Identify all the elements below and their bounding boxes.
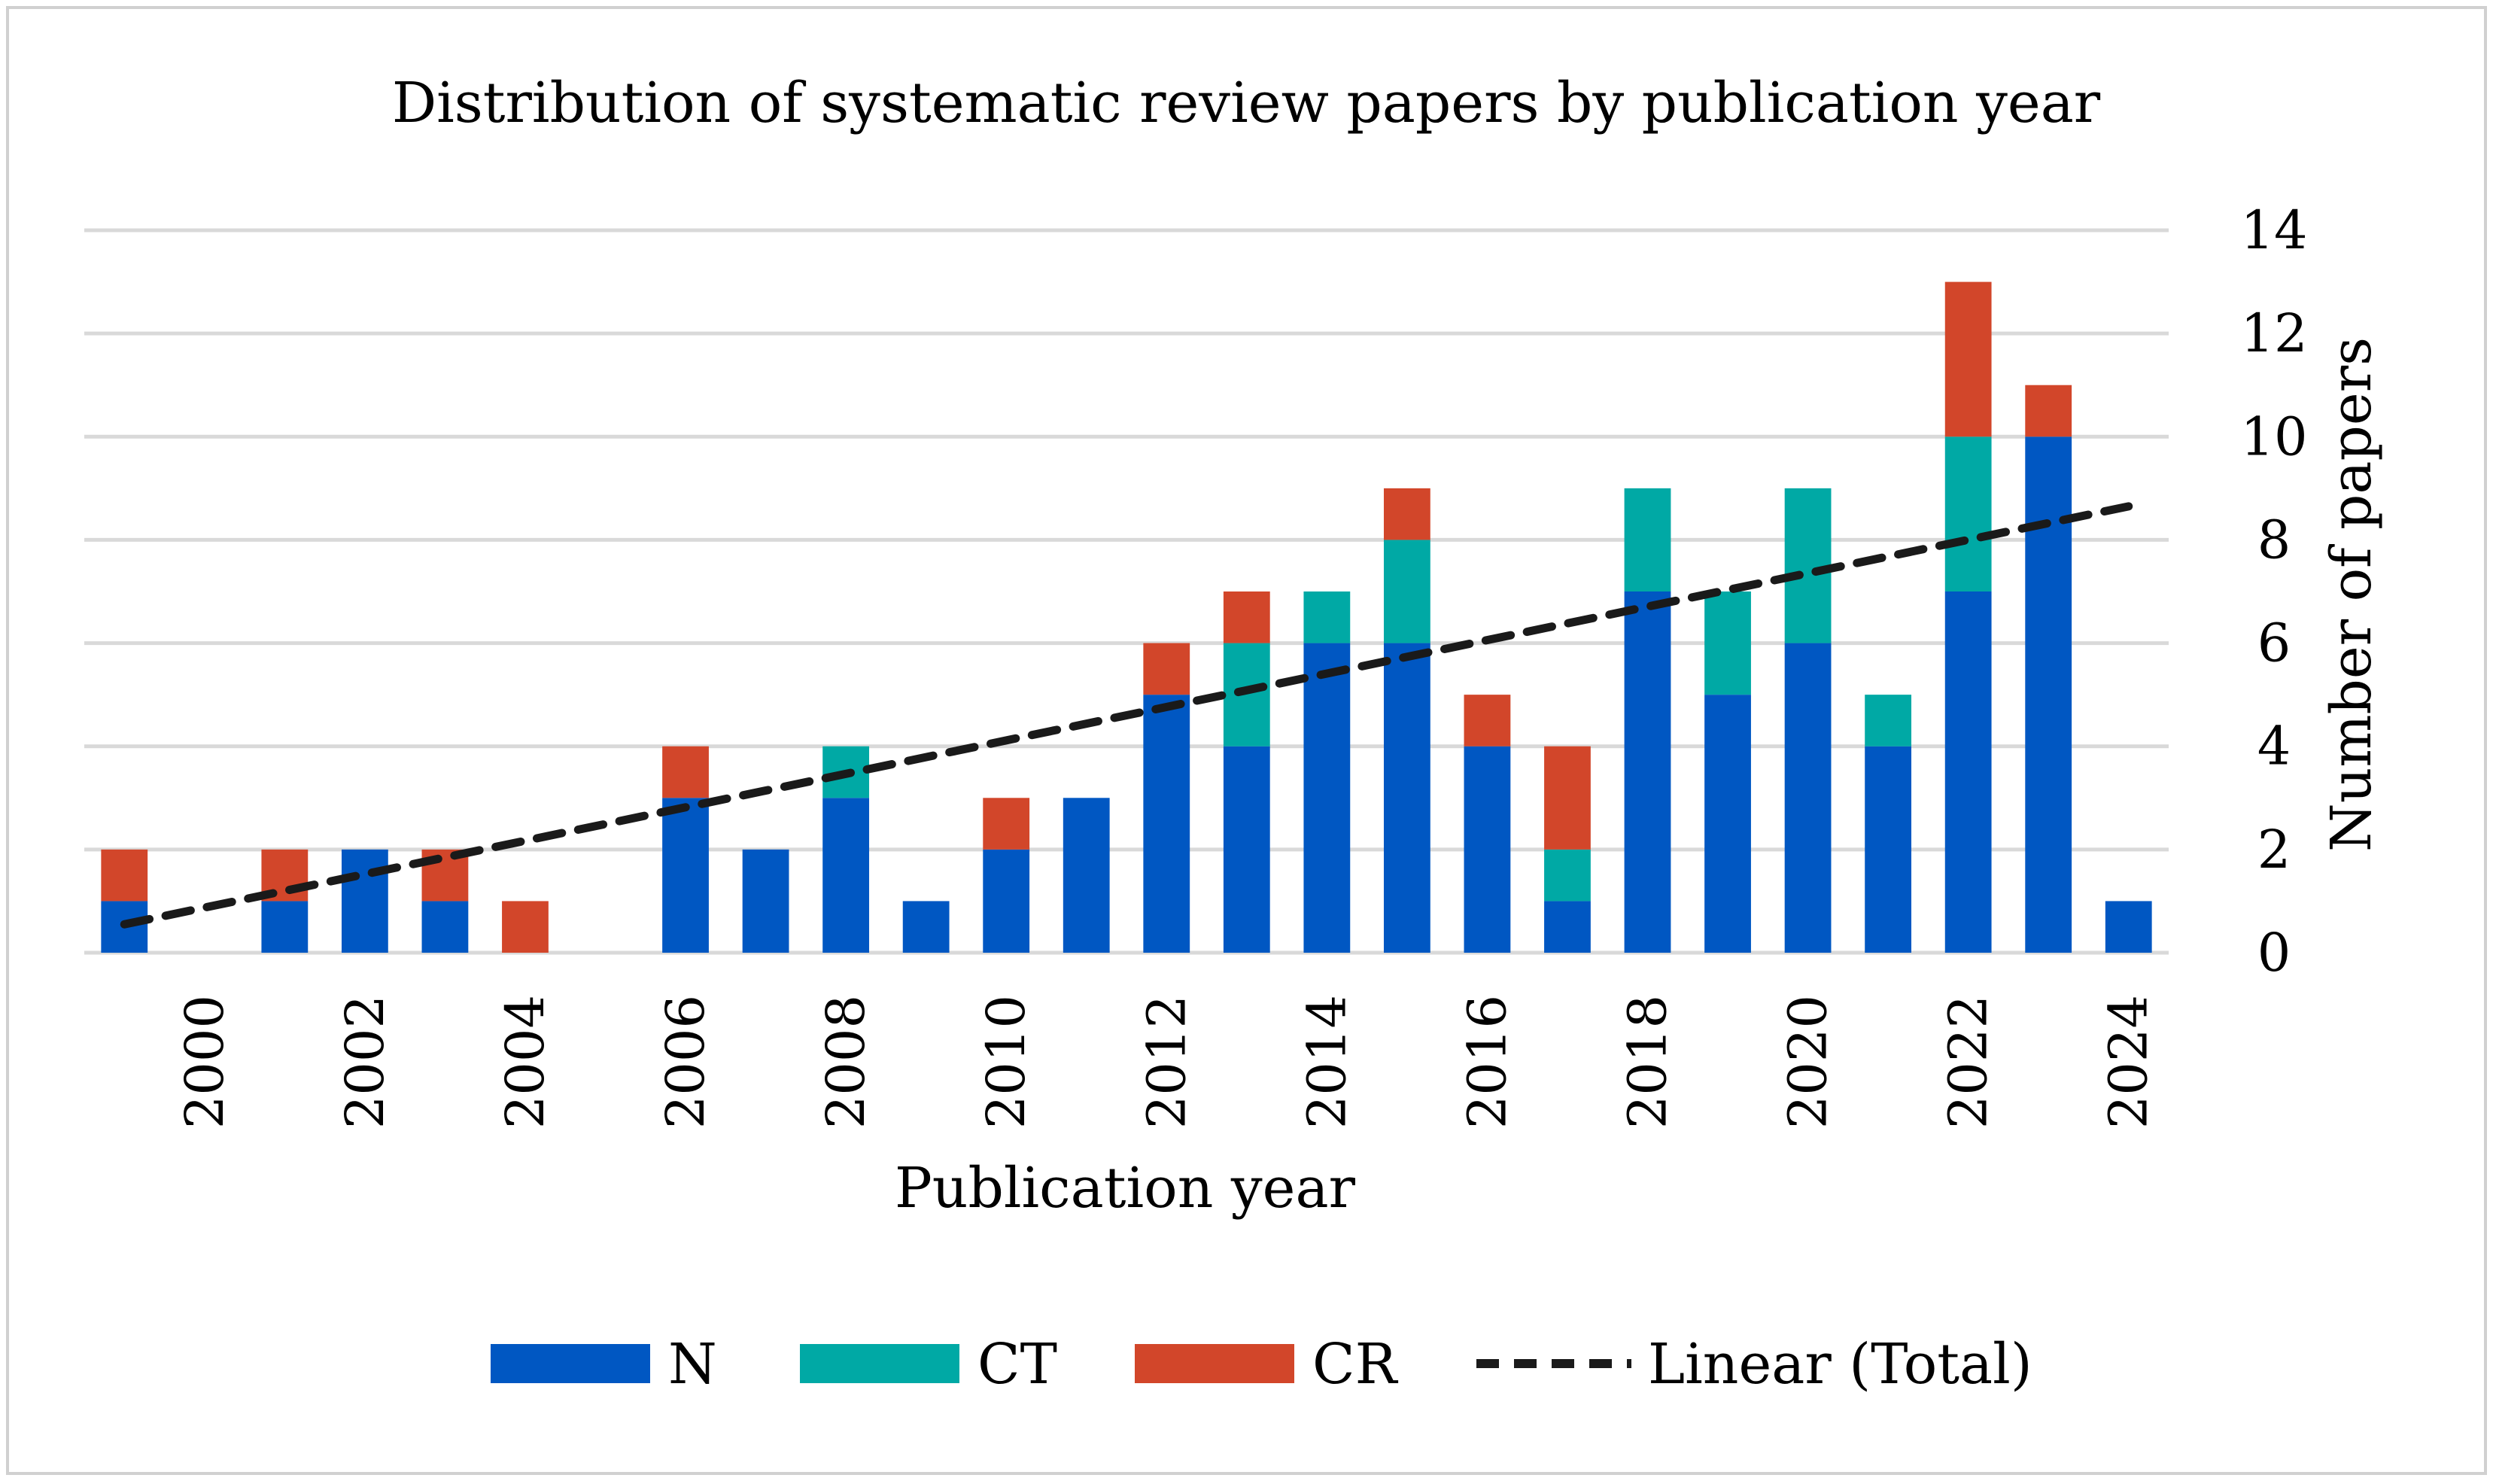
legend-label-cr: CR — [1312, 1332, 1399, 1397]
x-axis-label: Publication year — [895, 1156, 1356, 1221]
legend-label-n: N — [668, 1332, 717, 1397]
bar-segment-cr-2004 — [502, 901, 549, 953]
y-tick-label: 2 — [2257, 819, 2291, 880]
trendline-linear-total — [120, 502, 2133, 929]
bar-segment-n-2012 — [1143, 695, 1190, 953]
trendline-layer — [120, 502, 2133, 929]
bar-segment-n-2006 — [662, 798, 709, 953]
bar-segment-n-2010 — [983, 849, 1030, 953]
legend-label-ct: CT — [977, 1332, 1057, 1397]
bar-segment-n-2003 — [421, 901, 469, 953]
x-tick-label: 2022 — [1938, 995, 1999, 1129]
bar-segment-n-2019 — [1704, 695, 1751, 953]
bar-segment-n-2013 — [1223, 746, 1270, 953]
x-tick-label: 2004 — [494, 995, 556, 1129]
bar-segment-n-2022 — [1944, 591, 1992, 953]
x-tick-label: 2016 — [1456, 995, 1518, 1129]
bar-segment-cr-2016 — [1464, 695, 1511, 747]
x-tick-label: 2024 — [2098, 995, 2160, 1129]
bar-segment-n-2011 — [1063, 798, 1110, 953]
bar-segment-n-2009 — [902, 901, 950, 953]
bar-segment-n-2008 — [822, 798, 870, 953]
bar-segment-n-2017 — [1544, 901, 1591, 953]
legend: N CT CR Linear (Total) — [491, 1332, 2032, 1397]
bar-segment-ct-2014 — [1303, 591, 1351, 643]
x-tick-label: 2008 — [815, 995, 877, 1129]
bar-segment-n-2023 — [2025, 436, 2072, 953]
bar-segment-cr-1999 — [101, 849, 148, 902]
bar-segment-cr-2006 — [662, 746, 709, 798]
bar-segment-cr-2012 — [1143, 643, 1190, 695]
bar-segment-ct-2013 — [1223, 643, 1270, 747]
bar-segment-ct-2021 — [1865, 695, 1912, 747]
y-tick-label: 10 — [2240, 406, 2307, 467]
legend-label-trendline: Linear (Total) — [1648, 1332, 2032, 1397]
y-tick-label: 14 — [2240, 199, 2307, 261]
x-tick-label: 2018 — [1617, 995, 1679, 1129]
x-axis-ticks: 2000 2002 2004 2006 2008 2010 2012 2014 2016 2018… — [174, 995, 2160, 1129]
chart-title: Distribution of systematic review papers… — [392, 71, 2101, 135]
y-tick-label: 0 — [2257, 922, 2291, 984]
bar-segment-cr-2015 — [1383, 488, 1430, 540]
bar-segment-cr-2017 — [1544, 746, 1591, 850]
bar-segment-n-2024 — [2105, 901, 2152, 953]
bar-segment-n-2007 — [742, 849, 789, 953]
x-tick-label: 2010 — [975, 995, 1037, 1129]
bar-segment-n-2020 — [1784, 643, 1832, 953]
y-tick-label: 4 — [2257, 716, 2291, 777]
y-tick-label: 8 — [2257, 509, 2291, 570]
x-tick-label: 2014 — [1296, 995, 1357, 1129]
bar-segment-cr-2022 — [1944, 281, 1992, 437]
bar-segment-n-2016 — [1464, 746, 1511, 953]
y-axis-label: Number of papers — [2319, 337, 2384, 852]
x-tick-label: 2000 — [174, 995, 236, 1129]
bar-segment-ct-2015 — [1383, 540, 1430, 643]
bar-segment-ct-2022 — [1944, 436, 1992, 591]
bar-segment-n-2018 — [1624, 591, 1671, 953]
bar-segment-ct-2018 — [1624, 488, 1671, 591]
bar-segment-ct-2020 — [1784, 488, 1832, 643]
bar-segment-cr-2013 — [1223, 591, 1270, 643]
bar-segment-cr-2010 — [983, 798, 1030, 850]
legend-swatch-cr — [1135, 1344, 1294, 1383]
x-tick-label: 2006 — [655, 995, 716, 1129]
y-tick-label: 12 — [2240, 303, 2307, 364]
x-tick-label: 2002 — [334, 995, 396, 1129]
bar-segment-n-2002 — [341, 849, 388, 953]
bar-segment-n-2001 — [261, 901, 309, 953]
x-tick-label: 2020 — [1777, 995, 1839, 1129]
bar-segment-ct-2017 — [1544, 849, 1591, 902]
bar-segment-n-2015 — [1383, 643, 1430, 953]
bar-segment-cr-2023 — [2025, 385, 2072, 437]
y-axis-ticks: 0 2 4 6 8 10 12 14 — [2240, 199, 2307, 984]
legend-swatch-n — [491, 1344, 650, 1383]
x-tick-label: 2012 — [1136, 995, 1197, 1129]
bar-segment-ct-2019 — [1704, 591, 1751, 695]
y-tick-label: 6 — [2257, 613, 2291, 674]
bar-segment-n-2021 — [1865, 746, 1912, 953]
bar-segment-n-2014 — [1303, 643, 1351, 953]
legend-swatch-ct — [800, 1344, 959, 1383]
